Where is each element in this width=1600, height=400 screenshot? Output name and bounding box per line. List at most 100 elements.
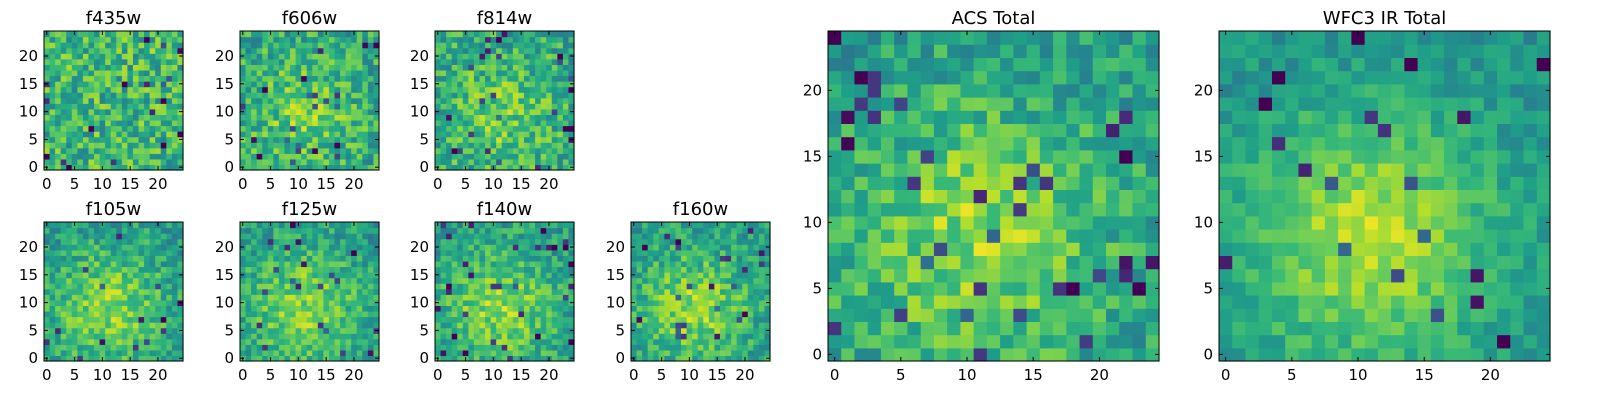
heatmap-cell <box>512 344 519 351</box>
heatmap-cell <box>132 249 140 256</box>
heatmap-cell <box>312 288 319 295</box>
heatmap-cell <box>166 355 173 362</box>
heatmap-cell <box>686 288 693 295</box>
heatmap-cell <box>356 272 363 279</box>
heatmap-cell <box>529 97 536 104</box>
heatmap-cell <box>301 153 308 160</box>
heatmap-cell <box>290 305 297 312</box>
heatmap-cell <box>149 114 156 121</box>
heatmap-cell <box>867 202 882 217</box>
heatmap-cell <box>446 222 453 229</box>
heatmap-cell <box>127 266 134 273</box>
heatmap-cell <box>323 327 330 334</box>
heatmap-cell <box>149 322 156 329</box>
heatmap-cell <box>457 333 464 340</box>
heatmap-cell <box>894 321 909 336</box>
heatmap-cell <box>340 255 347 262</box>
heatmap-cell <box>496 344 503 351</box>
heatmap-cell <box>77 327 84 334</box>
heatmap-cell <box>658 255 665 262</box>
heatmap-cell <box>138 103 145 110</box>
heatmap-cell <box>306 69 313 77</box>
heatmap-cell <box>647 283 654 290</box>
heatmap-cell <box>132 288 140 295</box>
heatmap-cell <box>66 233 73 240</box>
heatmap-cell <box>155 260 162 268</box>
heatmap-cell <box>71 327 78 334</box>
heatmap-cell <box>529 31 536 38</box>
heatmap-cell <box>933 308 948 322</box>
heatmap-cell <box>251 255 258 262</box>
heatmap-cell <box>681 322 688 329</box>
heatmap-cell <box>501 142 508 149</box>
heatmap-cell <box>562 97 570 104</box>
heatmap-cell <box>245 355 252 362</box>
heatmap-cell <box>273 131 280 138</box>
heatmap-cell <box>306 103 313 110</box>
heatmap-cell <box>44 288 51 295</box>
heatmap-cell <box>562 114 570 121</box>
heatmap-cell <box>356 322 363 329</box>
heatmap-cell <box>675 294 682 301</box>
heatmap-cell <box>960 347 975 362</box>
heatmap-cell <box>551 272 558 279</box>
heatmap-cell <box>731 227 738 234</box>
heatmap-cell <box>127 244 134 251</box>
heatmap-cell <box>251 31 258 38</box>
heatmap-cell <box>49 131 56 138</box>
heatmap-cell <box>116 305 123 312</box>
heatmap-cell <box>529 42 536 49</box>
heatmap-cell <box>306 81 313 88</box>
heatmap-cell <box>88 53 95 60</box>
heatmap-cell <box>708 227 715 234</box>
heatmap-cell <box>317 255 324 262</box>
heatmap-cell <box>485 244 492 251</box>
heatmap-cell <box>77 86 84 93</box>
heatmap-cell <box>132 310 140 318</box>
heatmap-cell <box>267 272 274 279</box>
heatmap-cell <box>312 108 319 115</box>
heatmap-cell <box>55 36 62 43</box>
heatmap-cell <box>507 103 514 110</box>
heatmap-cell <box>841 202 856 217</box>
heatmap-cell <box>669 344 677 351</box>
heatmap-cell <box>55 227 62 234</box>
heatmap-cell <box>658 310 665 318</box>
heatmap-cell <box>479 288 486 295</box>
heatmap-cell <box>312 238 319 245</box>
heatmap-cell <box>512 92 519 99</box>
heatmap-cell <box>485 103 492 110</box>
heatmap-cell <box>540 272 547 279</box>
heatmap-cell <box>479 81 486 88</box>
heatmap-cell <box>1026 176 1041 190</box>
heatmap-cell <box>116 277 123 284</box>
heatmap-cell <box>435 69 442 77</box>
heatmap-cell <box>356 131 363 138</box>
heatmap-cell <box>345 288 352 295</box>
heatmap-cell <box>284 272 291 279</box>
heatmap-cell <box>267 316 274 323</box>
heatmap-cell <box>446 338 453 345</box>
heatmap-cell <box>166 283 173 290</box>
heatmap-cell <box>273 125 280 132</box>
heatmap-cell <box>686 238 693 245</box>
heatmap-cell <box>334 47 341 54</box>
heatmap-cell <box>703 305 710 312</box>
heatmap-cell <box>77 266 84 273</box>
heatmap-cell <box>485 147 492 154</box>
heatmap-cell <box>55 86 62 93</box>
heatmap-cell <box>435 255 442 262</box>
heatmap-cell <box>512 327 519 334</box>
heatmap-cell <box>562 316 570 323</box>
heatmap-cell <box>245 42 252 49</box>
heatmap-cell <box>245 53 252 60</box>
heatmap-cell <box>479 260 486 268</box>
heatmap-cell <box>894 215 909 230</box>
heatmap-cell <box>557 355 564 362</box>
heatmap-cell <box>301 222 308 229</box>
heatmap-cell <box>1119 255 1134 270</box>
heatmap-cell <box>60 81 67 88</box>
panel-title: f814w <box>477 8 532 29</box>
heatmap-cell <box>758 222 766 229</box>
